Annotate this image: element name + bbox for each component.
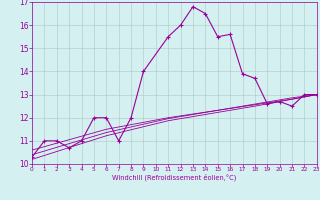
X-axis label: Windchill (Refroidissement éolien,°C): Windchill (Refroidissement éolien,°C) bbox=[112, 174, 236, 181]
